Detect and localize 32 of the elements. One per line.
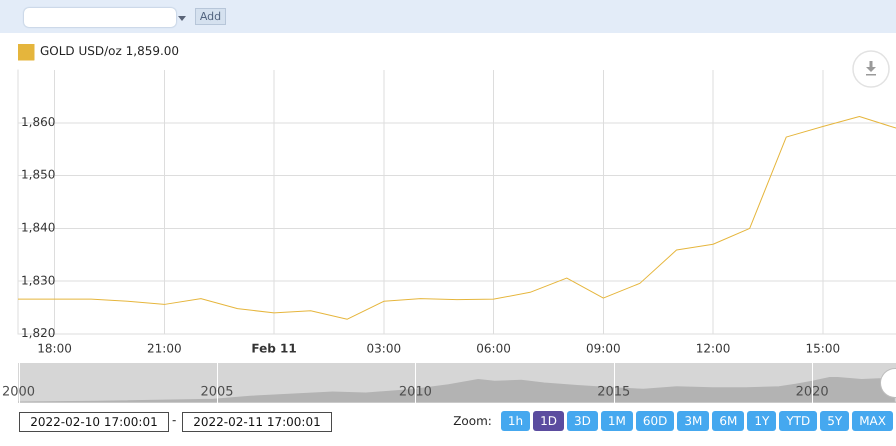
x-tick-label: 18:00: [37, 341, 72, 356]
period-button: MAX: [852, 411, 893, 431]
x-tick-label: 12:00: [696, 341, 730, 356]
x-tick-label: 2000: [2, 384, 36, 400]
period-button: 3M: [677, 411, 710, 431]
x-tick-label: 06:00: [476, 341, 511, 356]
period-button: 60D: [636, 411, 674, 431]
period-button: YTD: [779, 411, 818, 431]
legend-label: GOLD USD/oz 1,859.00: [40, 44, 180, 58]
y-tick-label: 1,860: [21, 114, 56, 129]
add-button: Add: [195, 8, 226, 25]
y-tick-label: 1,850: [21, 168, 56, 182]
period-button: 3D: [566, 411, 598, 431]
y-tick-label: 1,820: [21, 326, 56, 340]
x-tick-label: 21:00: [147, 341, 182, 356]
x-tick-label: 09:00: [586, 341, 621, 356]
x-tick-label: 15:00: [806, 341, 840, 356]
period-button: 1M: [600, 411, 633, 431]
y-tick-label: 1,840: [21, 220, 56, 235]
date-field: 2022-02-10 17:00:01: [19, 412, 169, 432]
period-button: 6M: [712, 411, 744, 431]
text: -: [172, 413, 176, 427]
period-button: 1D: [533, 411, 564, 431]
period-button: 5Y: [820, 411, 850, 431]
x-tick-label: Feb 11: [251, 341, 297, 356]
period-button: 1h: [500, 411, 530, 431]
x-tick-label: 03:00: [366, 341, 402, 356]
date-field: 2022-02-11 17:00:01: [182, 412, 332, 432]
text: Zoom:: [453, 414, 492, 428]
period-button: 1Y: [747, 411, 776, 431]
x-tick-label: 2005: [200, 384, 234, 400]
y-tick-label: 1,830: [21, 273, 56, 288]
